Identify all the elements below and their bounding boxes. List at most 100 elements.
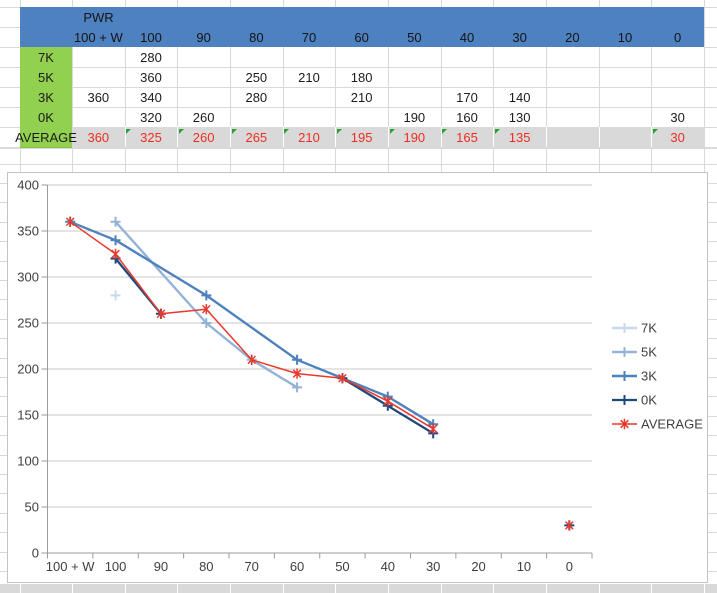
legend-label: 0K <box>641 393 657 408</box>
table-gridline <box>177 127 179 147</box>
table-cell[interactable]: 170 <box>456 89 478 105</box>
row-label-7K[interactable]: 7K <box>20 47 72 68</box>
table-cell[interactable]: 325 <box>140 129 162 145</box>
table-cell[interactable]: 190 <box>403 109 426 125</box>
sheet-gridline <box>388 147 389 172</box>
table-cell[interactable]: 260 <box>192 109 215 125</box>
header-col-80[interactable]: 80 <box>249 29 264 45</box>
sheet-gridline <box>708 260 717 262</box>
table-gridline <box>124 127 126 147</box>
sheet-gridline <box>0 202 7 204</box>
x-tick-label: 20 <box>471 559 485 574</box>
table-cell[interactable]: 280 <box>245 89 268 105</box>
header-col-0[interactable]: 0 <box>674 29 682 45</box>
table-cell[interactable]: 195 <box>350 129 373 145</box>
sheet-gridline <box>335 584 337 593</box>
table-cell[interactable]: 265 <box>245 129 268 145</box>
sheet-gridline <box>0 376 7 378</box>
header-col-50[interactable]: 50 <box>407 29 422 45</box>
error-flag-icon <box>494 128 500 134</box>
table-cell[interactable]: 360 <box>87 129 110 145</box>
sheet-gridline <box>335 0 337 7</box>
header-col-40[interactable]: 40 <box>459 29 475 45</box>
plus-marker-icon <box>619 371 630 381</box>
star-marker-icon <box>383 396 393 407</box>
table-title: PWR <box>83 9 114 25</box>
table-cell[interactable]: 180 <box>350 69 373 85</box>
header-col-30[interactable]: 30 <box>512 29 527 45</box>
sheet-gridline <box>708 493 717 495</box>
header-col-100[interactable]: 100 <box>140 29 162 45</box>
table-cell[interactable]: 360 <box>87 89 110 105</box>
table-gridline <box>388 127 389 147</box>
header-col-90[interactable]: 90 <box>196 29 211 45</box>
sheet-gridline <box>704 87 717 88</box>
sheet-gridline <box>708 376 717 378</box>
table-cell[interactable]: 260 <box>192 129 215 145</box>
sheet-gridline <box>230 0 231 7</box>
x-tick-label: 60 <box>290 559 304 574</box>
row-label-0K[interactable]: 0K <box>20 107 72 128</box>
sheet-gridline <box>704 47 717 48</box>
table-cell[interactable]: 130 <box>508 109 531 125</box>
star-marker-icon <box>201 304 211 315</box>
plus-marker-icon <box>110 216 121 227</box>
table-cell[interactable]: 210 <box>298 129 320 145</box>
sheet-gridline <box>72 147 73 172</box>
table-cell[interactable]: 320 <box>140 109 162 125</box>
y-tick-label: 400 <box>17 178 39 193</box>
sheet-gridline <box>0 182 7 184</box>
sheet-gridline <box>708 338 717 340</box>
chart-background[interactable] <box>7 172 708 583</box>
sheet-gridline <box>335 147 337 172</box>
x-tick-label: 90 <box>154 559 168 574</box>
sheet-gridline <box>124 584 126 593</box>
legend-label: AVERAGE <box>641 417 703 432</box>
header-col-70[interactable]: 70 <box>301 29 317 45</box>
series-line-3K <box>69 220 434 426</box>
table-cell[interactable]: 190 <box>403 129 426 145</box>
table-gridline <box>72 107 704 108</box>
table-cell[interactable]: 30 <box>670 109 685 125</box>
row-label-5K[interactable]: 5K <box>20 67 72 88</box>
sheet-gridline <box>0 415 7 417</box>
sheet-gridline <box>282 584 284 593</box>
table-cell[interactable]: 135 <box>508 129 531 145</box>
table-cell[interactable]: 165 <box>456 129 478 145</box>
sheet-gridline <box>704 107 717 108</box>
sheet-gridline <box>0 163 717 165</box>
plus-marker-icon <box>110 235 121 246</box>
header-col-100+W[interactable]: 100 + W <box>73 29 123 45</box>
sheet-gridline <box>72 584 73 593</box>
star-marker-icon <box>428 423 438 434</box>
table-gridline <box>282 47 284 147</box>
header-col-10[interactable]: 10 <box>617 29 633 45</box>
star-marker-icon <box>564 520 574 531</box>
table-cell[interactable]: 360 <box>140 69 162 85</box>
table-cell[interactable]: 340 <box>140 89 162 105</box>
table-cell[interactable]: 210 <box>298 69 320 85</box>
table-cell[interactable]: 210 <box>350 89 373 105</box>
table-cell[interactable]: 160 <box>456 109 478 125</box>
sheet-gridline <box>0 551 7 553</box>
row-label-3K[interactable]: 3K <box>20 87 72 108</box>
x-tick-label: 70 <box>244 559 258 574</box>
table-cell[interactable]: 280 <box>140 49 162 65</box>
header-col-60[interactable]: 60 <box>354 29 369 45</box>
table-gridline <box>651 47 653 147</box>
error-flag-icon <box>178 128 184 134</box>
sheet-gridline <box>708 532 717 534</box>
table-cell[interactable]: 140 <box>508 89 531 105</box>
table-gridline <box>546 127 547 147</box>
row-label-AVERAGE[interactable]: AVERAGE <box>15 127 77 148</box>
plus-marker-icon <box>201 318 212 328</box>
sheet-gridline <box>0 338 7 340</box>
legend-label: 7K <box>641 321 657 336</box>
table-cell[interactable]: 30 <box>670 129 685 145</box>
table-cell[interactable]: 250 <box>245 69 268 85</box>
table-gridline <box>335 47 337 147</box>
sheet-gridline <box>708 279 717 281</box>
sheet-gridline <box>0 299 7 301</box>
header-col-20[interactable]: 20 <box>565 29 580 45</box>
